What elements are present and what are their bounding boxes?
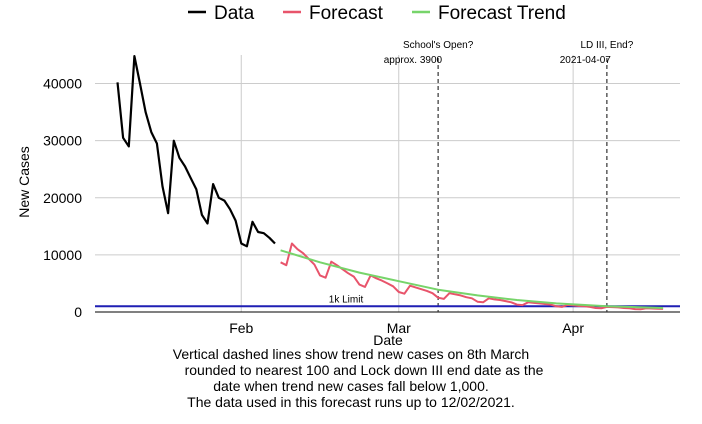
chart-caption: Vertical dashed lines show trend new cas…	[0, 346, 702, 410]
vertical-reference-lines: School's Open? approx. 3900 LD III, End? 20…	[384, 40, 634, 312]
reference-line-label: School's Open?	[403, 40, 474, 51]
caption-line: Vertical dashed lines show trend new cas…	[172, 346, 530, 362]
y-tick-label: 40000	[43, 76, 82, 92]
legend-label: Forecast Trend	[438, 3, 566, 24]
series-data-line	[116, 55, 276, 248]
axes: 0 10000 20000 30000 40000 Feb Mar Apr	[43, 76, 680, 336]
covid-forecast-chart: 0 10000 20000 30000 40000 Feb Mar Apr School's …	[16, 3, 680, 346]
legend-label: Forecast	[309, 3, 384, 24]
y-tick-label: 0	[74, 304, 82, 320]
x-tick-label: Mar	[387, 320, 411, 336]
y-tick-label: 10000	[43, 247, 82, 263]
legend: Data Forecast Forecast Trend	[188, 3, 566, 24]
legend-label: Data	[214, 3, 255, 24]
reference-line-value: 2021-04-07	[560, 55, 612, 66]
grid-lines	[95, 55, 680, 313]
reference-line-value: approx. 3900	[384, 55, 443, 66]
series-forecast-trend-line	[280, 249, 664, 309]
x-axis-label: Date	[373, 332, 403, 346]
caption-line: rounded to nearest 100 and Lock down III…	[184, 362, 544, 378]
reference-line-label: LD III, End?	[580, 40, 633, 51]
x-tick-label: Feb	[229, 320, 253, 336]
data-series	[116, 55, 664, 311]
y-axis-label: New Cases	[16, 146, 32, 218]
series-forecast-line	[280, 242, 664, 311]
x-tick-label: Apr	[562, 320, 584, 336]
caption-line: The data used in this forecast runs up t…	[187, 394, 515, 410]
y-tick-label: 20000	[43, 190, 82, 206]
limit-line-label: 1k Limit	[329, 294, 364, 305]
caption-line: date when trend new cases fall below 1,0…	[213, 378, 489, 394]
y-tick-label: 30000	[43, 133, 82, 149]
